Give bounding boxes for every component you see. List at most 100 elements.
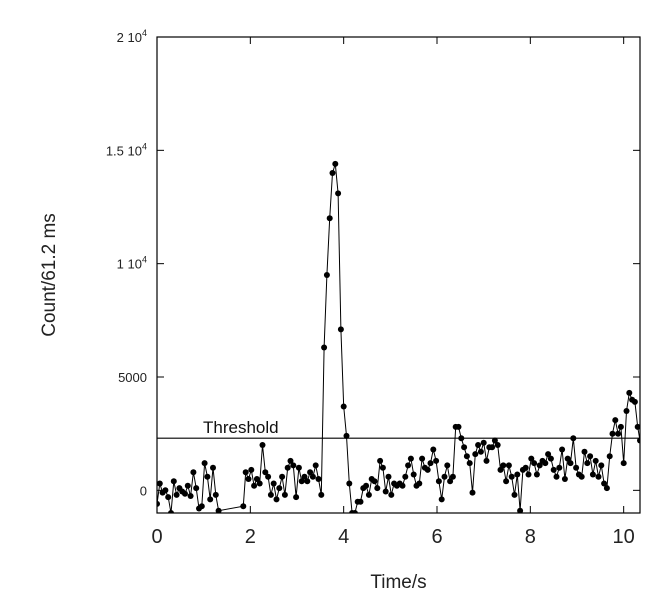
data-point-39 — [284, 464, 291, 471]
data-point-153 — [603, 485, 610, 492]
data-point-34 — [270, 480, 277, 487]
data-point-92 — [433, 457, 440, 464]
data-point-160 — [623, 408, 630, 414]
data-point-74 — [382, 488, 389, 495]
data-point-58 — [337, 326, 344, 333]
data-point-17 — [201, 460, 208, 467]
data-point-95 — [441, 473, 448, 480]
data-point-164 — [634, 423, 640, 430]
data-point-126 — [528, 455, 535, 462]
data-point-22 — [215, 507, 222, 513]
data-point-63 — [351, 510, 358, 513]
data-point-105 — [469, 489, 476, 496]
data-point-113 — [491, 437, 498, 444]
data-point-21 — [212, 491, 219, 498]
data-point-20 — [210, 464, 216, 471]
data-point-32 — [265, 473, 272, 480]
x-tick-label-3: 6 — [431, 526, 442, 548]
data-point-72 — [377, 457, 384, 464]
data-point-107 — [475, 442, 482, 448]
data-point-115 — [497, 466, 504, 473]
data-point-90 — [427, 460, 434, 467]
data-point-148 — [589, 471, 596, 478]
data-point-67 — [363, 482, 370, 489]
axis-tick-labels: 0 2 4 6 8 10 0 5000 1 104 1.5 104 2 104 — [106, 28, 635, 548]
data-point-84 — [410, 471, 417, 478]
data-point-125 — [525, 471, 532, 478]
y-tick-label-1: 5000 — [118, 370, 147, 385]
data-point-14 — [193, 485, 200, 492]
data-point-122 — [517, 507, 524, 513]
data-layer — [157, 160, 640, 513]
data-point-24 — [242, 469, 249, 476]
data-point-60 — [343, 432, 350, 439]
data-point-154 — [606, 453, 613, 460]
data-point-11 — [184, 482, 191, 489]
data-point-150 — [595, 473, 602, 480]
data-point-83 — [407, 455, 414, 462]
data-point-110 — [483, 457, 490, 464]
data-point-45 — [301, 473, 308, 480]
data-point-152 — [601, 480, 608, 487]
data-point-140 — [567, 460, 574, 467]
data-point-163 — [631, 398, 638, 405]
data-point-49 — [312, 462, 319, 469]
data-point-101 — [458, 435, 465, 442]
data-point-28 — [253, 476, 260, 482]
data-point-46 — [304, 478, 311, 485]
data-point-93 — [435, 478, 442, 485]
data-point-10 — [182, 490, 188, 497]
data-point-19 — [207, 496, 214, 503]
data-point-114 — [494, 442, 501, 448]
data-point-30 — [259, 442, 266, 448]
data-point-56 — [332, 160, 339, 167]
data-point-23 — [240, 503, 247, 510]
data-point-59 — [340, 403, 347, 410]
data-point-141 — [570, 435, 577, 442]
data-point-87 — [419, 455, 426, 462]
data-point-161 — [626, 389, 633, 396]
data-point-132 — [545, 451, 552, 458]
data-point-117 — [503, 478, 510, 485]
data-point-127 — [531, 460, 538, 467]
data-point-151 — [598, 462, 605, 469]
data-point-118 — [505, 462, 512, 469]
x-tick-label-5: 10 — [613, 526, 635, 548]
y-tick-label-4: 2 104 — [117, 28, 147, 45]
data-point-157 — [615, 430, 622, 437]
data-point-33 — [267, 491, 274, 498]
data-point-7 — [173, 491, 180, 498]
data-point-18 — [204, 473, 211, 480]
data-point-75 — [385, 473, 392, 480]
data-point-53 — [323, 272, 330, 278]
data-point-146 — [584, 460, 591, 467]
data-point-145 — [581, 448, 588, 455]
data-point-16 — [198, 503, 205, 510]
data-point-91 — [430, 446, 437, 453]
data-point-27 — [251, 482, 258, 489]
data-point-147 — [587, 453, 594, 460]
data-point-26 — [248, 466, 255, 473]
data-point-47 — [307, 469, 314, 476]
data-point-133 — [547, 455, 554, 462]
data-point-57 — [335, 190, 342, 197]
data-point-41 — [290, 462, 297, 469]
data-point-134 — [550, 466, 557, 473]
data-point-40 — [287, 457, 294, 464]
data-point-100 — [455, 423, 462, 430]
data-point-158 — [617, 423, 624, 430]
data-point-82 — [405, 462, 412, 469]
data-point-71 — [374, 485, 381, 492]
data-point-106 — [472, 451, 479, 458]
data-point-108 — [477, 448, 484, 455]
data-point-165 — [637, 437, 640, 444]
data-point-29 — [256, 480, 263, 487]
data-point-96 — [444, 462, 451, 469]
data-point-4 — [165, 494, 172, 501]
axis-ticks — [156, 36, 640, 513]
data-point-119 — [508, 473, 515, 480]
data-point-0 — [157, 500, 160, 507]
data-point-6 — [170, 478, 177, 485]
data-point-25 — [245, 476, 252, 482]
data-point-1 — [157, 480, 163, 487]
